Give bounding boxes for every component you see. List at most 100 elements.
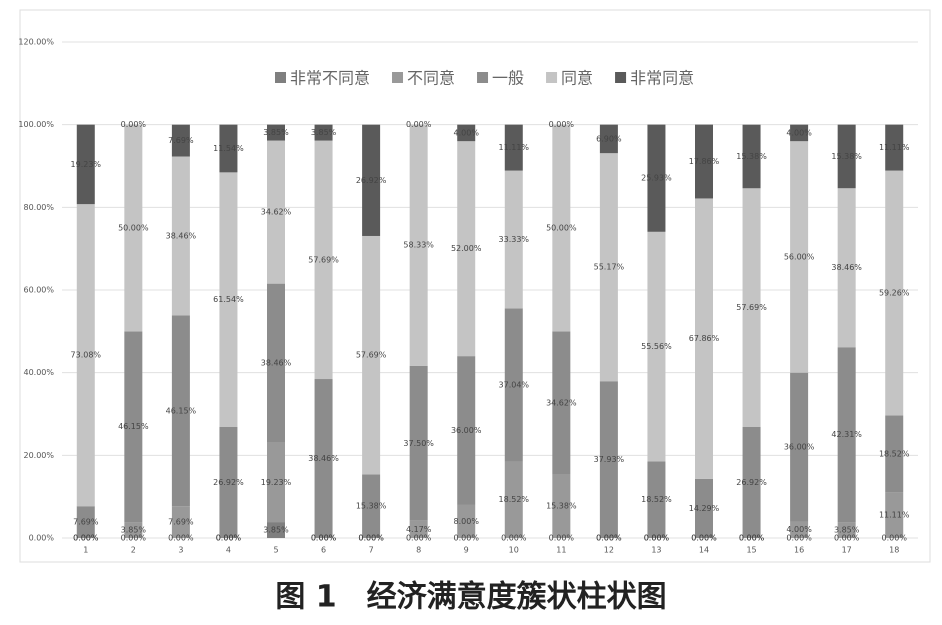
value-label: 33.33%: [499, 235, 530, 244]
value-label: 38.46%: [831, 263, 862, 272]
value-label: 15.38%: [356, 502, 387, 511]
value-label: 57.69%: [308, 255, 339, 264]
value-label: 0.00%: [644, 534, 670, 543]
value-label: 0.00%: [73, 534, 99, 543]
bar-segment: [599, 124, 618, 154]
value-label: 0.00%: [168, 534, 194, 543]
value-label: 38.46%: [308, 454, 339, 463]
bar-segment: [885, 492, 904, 538]
legend-label: 不同意: [407, 69, 455, 88]
value-label: 8.00%: [454, 517, 480, 526]
value-label: 0.00%: [311, 534, 337, 543]
bar-segment: [695, 124, 713, 199]
bar-segment: [790, 521, 809, 538]
value-label: 0.00%: [311, 534, 337, 543]
bar-segment: [695, 198, 713, 479]
legend-swatch: [477, 72, 489, 83]
value-label: 67.86%: [689, 334, 720, 343]
value-label: 7.69%: [168, 136, 194, 145]
value-label: 15.38%: [831, 152, 862, 161]
x-tick-label: 13: [651, 546, 661, 555]
bar-segment: [362, 124, 381, 236]
value-label: 57.69%: [356, 351, 387, 360]
value-label: 46.15%: [118, 422, 149, 431]
bar-segment: [314, 124, 333, 141]
value-label: 36.00%: [451, 426, 482, 435]
value-label: 0.00%: [121, 534, 147, 543]
x-tick-label: 17: [842, 546, 852, 555]
bar-segment: [742, 124, 761, 189]
value-label: 73.08%: [71, 351, 102, 360]
value-label: 0.00%: [454, 534, 480, 543]
value-label: 34.62%: [546, 398, 577, 407]
value-label: 0.00%: [121, 120, 147, 129]
value-label: 4.17%: [406, 525, 432, 534]
y-tick-label: 100.00%: [18, 120, 54, 129]
bar-segment: [504, 308, 523, 462]
bar-segment: [362, 235, 381, 475]
bar-segment: [124, 522, 143, 538]
legend-swatch: [615, 72, 627, 83]
value-label: 4.00%: [786, 525, 812, 534]
bar-segment: [647, 461, 666, 538]
value-label: 0.00%: [882, 534, 908, 543]
value-label: 18.52%: [641, 495, 672, 504]
value-label: 0.00%: [786, 534, 812, 543]
bar-segment: [314, 140, 333, 380]
value-label: 56.00%: [784, 252, 815, 261]
legend-swatch: [546, 72, 558, 83]
x-tick-label: 4: [226, 546, 231, 555]
value-label: 26.92%: [736, 478, 767, 487]
value-label: 0.00%: [216, 534, 242, 543]
value-label: 11.11%: [499, 143, 530, 152]
bar-segment: [219, 124, 238, 173]
value-label: 3.85%: [121, 526, 147, 535]
bar-segment: [457, 141, 476, 357]
bar-segment: [837, 124, 856, 189]
legend-swatch: [392, 72, 404, 83]
bar-segment: [885, 170, 904, 416]
value-label: 4.00%: [454, 128, 480, 137]
bar-segment: [314, 379, 333, 538]
value-label: 0.00%: [406, 534, 432, 543]
x-tick-label: 8: [416, 546, 421, 555]
value-label: 0.00%: [549, 120, 575, 129]
value-label: 50.00%: [546, 224, 577, 233]
bar-segment: [171, 506, 190, 538]
legend-label: 非常不同意: [290, 69, 370, 88]
legend-label: 非常同意: [630, 69, 694, 88]
bar-segment: [267, 124, 285, 141]
y-tick-label: 40.00%: [23, 368, 54, 377]
value-label: 4.00%: [786, 128, 812, 137]
bar-segment: [171, 156, 190, 316]
x-tick-label: 18: [889, 546, 899, 555]
bar-segment: [219, 172, 238, 427]
value-label: 59.26%: [879, 289, 910, 298]
value-label: 42.31%: [831, 430, 862, 439]
legend-label: 同意: [561, 69, 593, 88]
x-tick-label: 11: [556, 546, 566, 555]
y-tick-label: 60.00%: [23, 286, 54, 295]
x-tick-label: 15: [746, 546, 756, 555]
value-label: 61.54%: [213, 295, 244, 304]
bar-segment: [171, 124, 190, 157]
value-label: 18.52%: [879, 449, 910, 458]
bar-segment: [742, 188, 761, 427]
bar-segment: [504, 461, 523, 538]
x-tick-label: 5: [273, 546, 278, 555]
legend-swatch: [275, 72, 286, 83]
bar-segment: [837, 347, 856, 523]
bar-segment: [790, 372, 809, 522]
bar-segment: [552, 124, 571, 332]
x-tick-label: 2: [131, 546, 136, 555]
value-label: 26.92%: [213, 478, 244, 487]
bar-segment: [885, 124, 904, 171]
bar-segment: [837, 188, 856, 348]
value-label: 0.00%: [596, 534, 622, 543]
bar-segment: [457, 356, 476, 505]
value-label: 11.54%: [213, 144, 244, 153]
bar-segment: [409, 124, 428, 366]
bar-segment: [695, 478, 713, 538]
bar-segment: [504, 124, 523, 171]
